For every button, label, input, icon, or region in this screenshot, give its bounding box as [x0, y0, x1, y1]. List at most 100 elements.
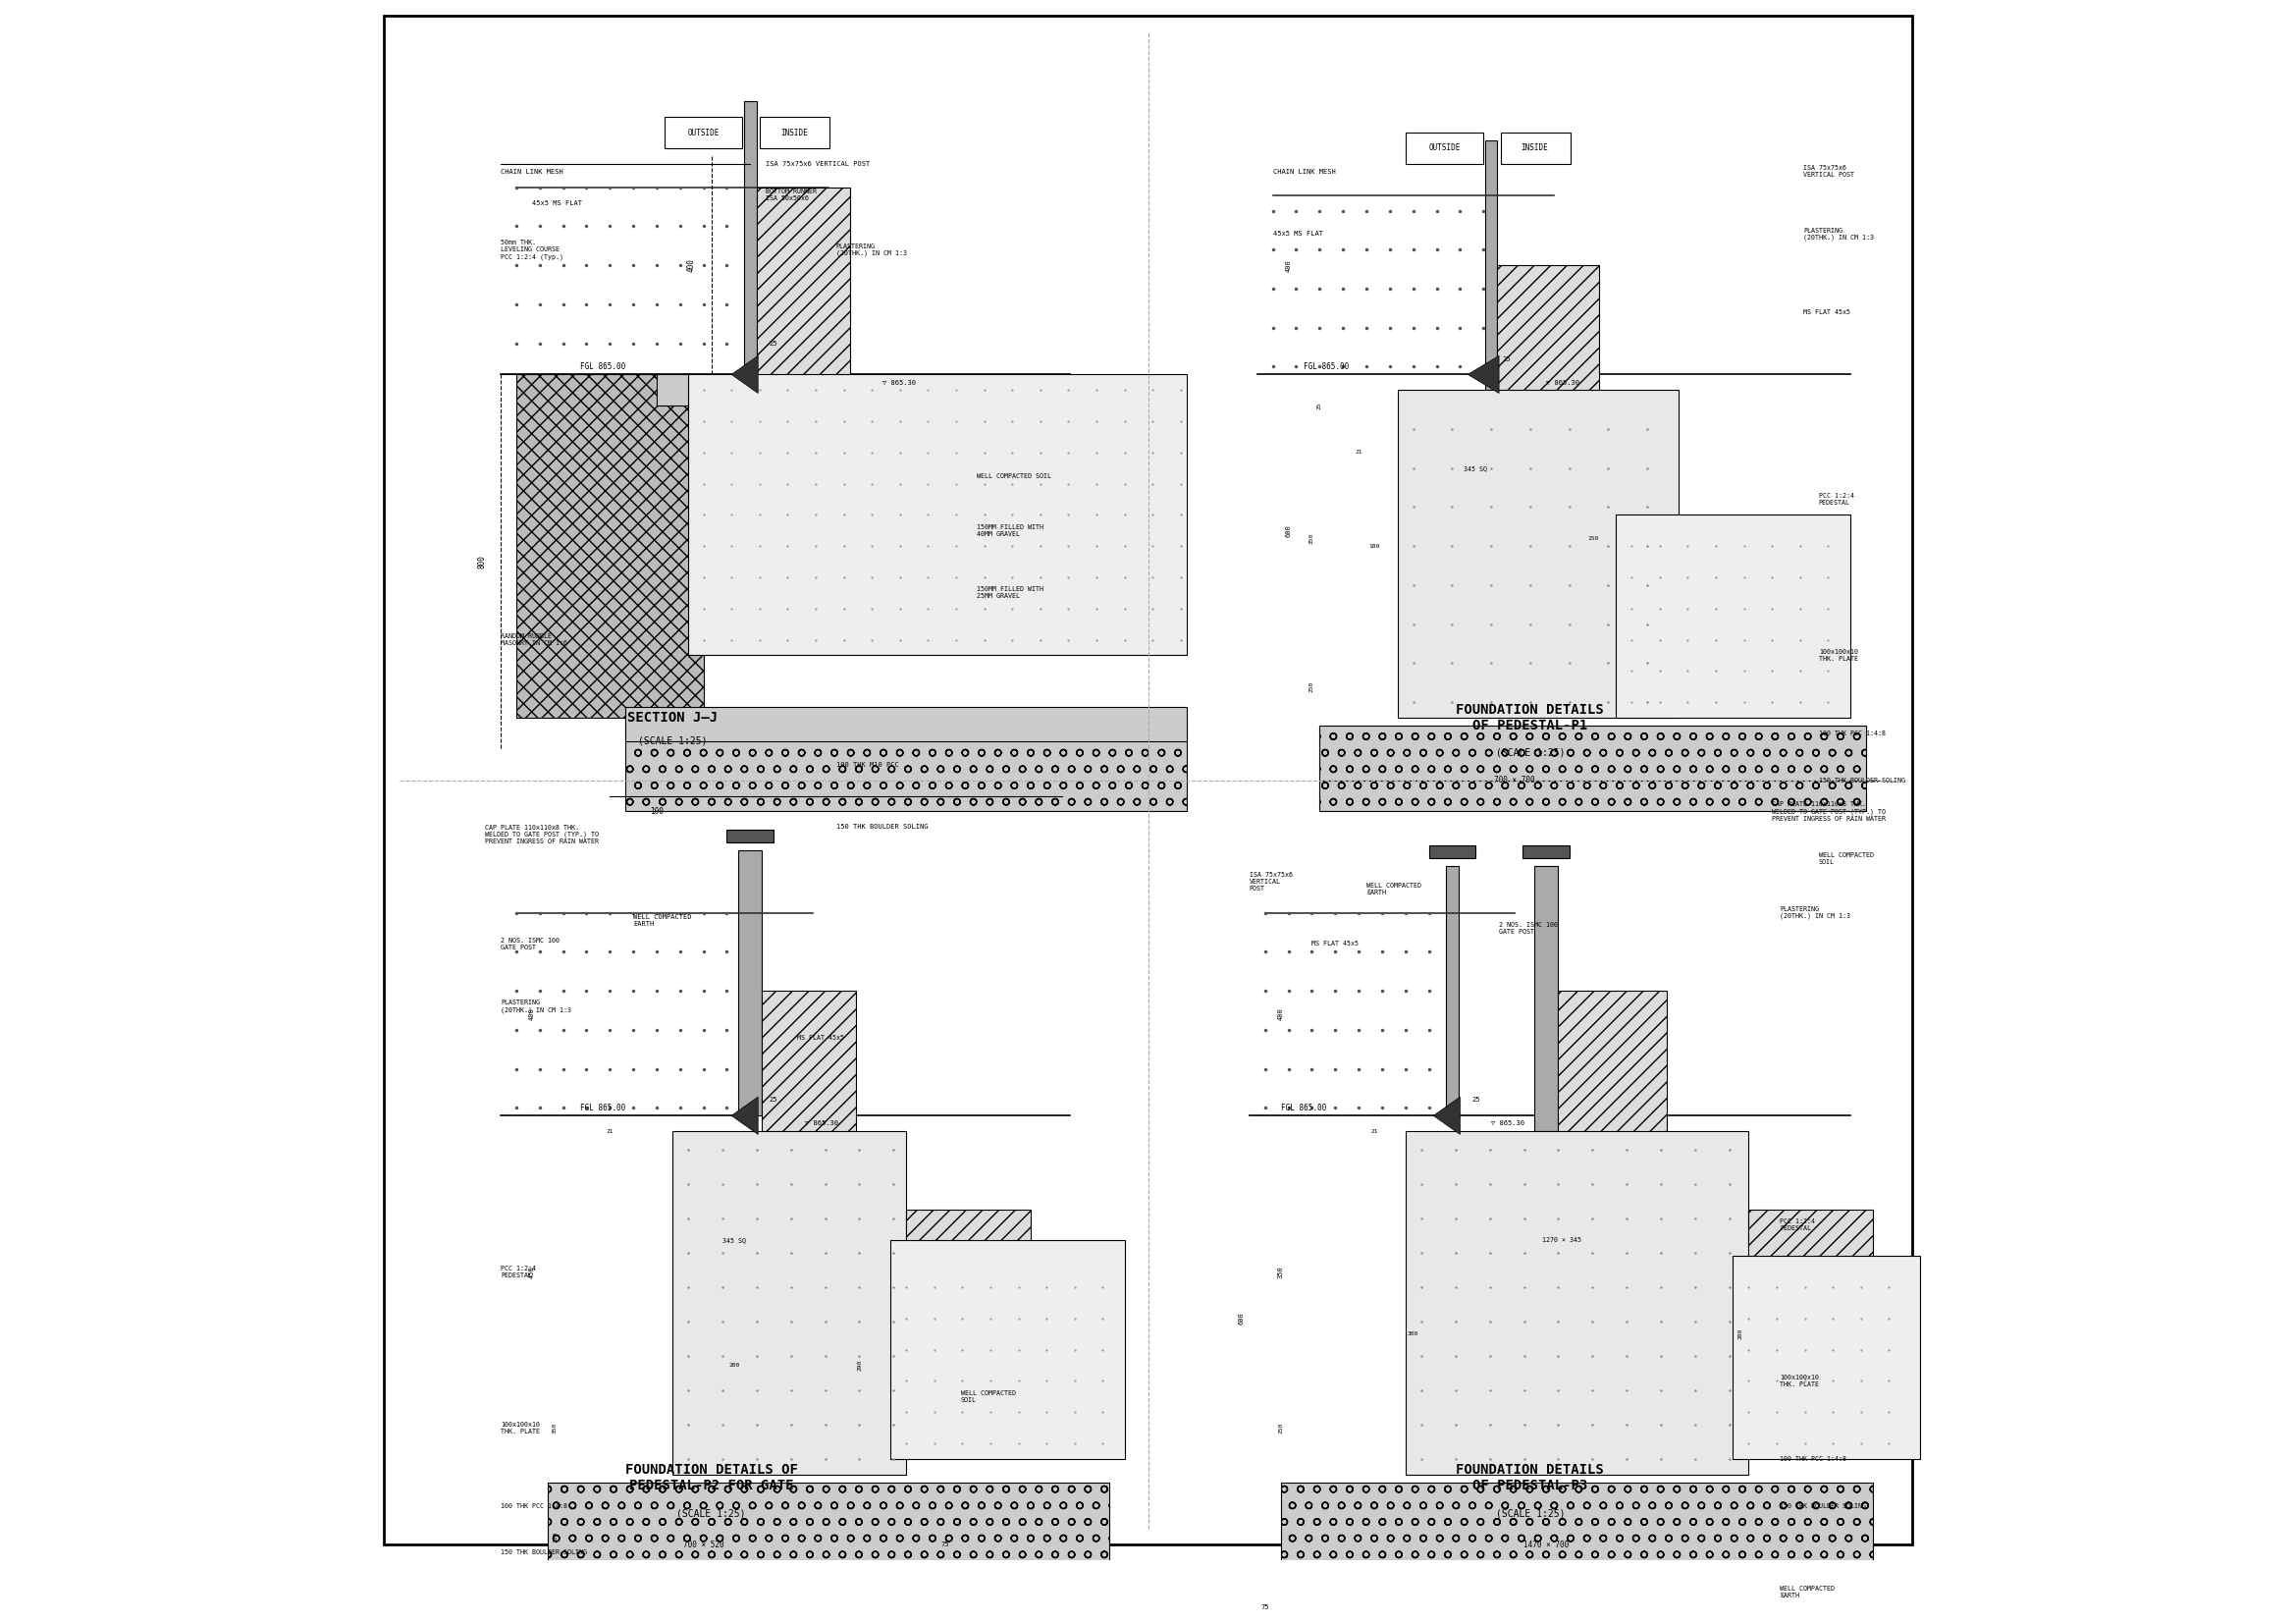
- Text: PLASTERING
(20THK.) IN CM 1:3: PLASTERING (20THK.) IN CM 1:3: [1779, 906, 1851, 920]
- Text: 150 THK BOULDER SOLING: 150 THK BOULDER SOLING: [1818, 777, 1906, 784]
- Text: FOUNDATION DETAILS OF
PEDESTAL-P2 FOR GATE: FOUNDATION DETAILS OF PEDESTAL-P2 FOR GA…: [625, 1462, 797, 1493]
- Text: ▽ 865.30: ▽ 865.30: [1490, 1120, 1525, 1126]
- Bar: [673, 1131, 907, 1475]
- Text: 600: 600: [1238, 1313, 1244, 1324]
- Text: 300: 300: [1407, 1331, 1419, 1337]
- Text: 150 THK BOULDER SOLING: 150 THK BOULDER SOLING: [501, 1550, 588, 1555]
- Text: 25: 25: [1472, 1097, 1481, 1104]
- Text: 75: 75: [941, 1542, 948, 1548]
- Text: 700 × 700: 700 × 700: [1495, 776, 1536, 784]
- Text: WELL COMPACTED
SOIL: WELL COMPACTED SOIL: [960, 1391, 1015, 1402]
- Text: SECTION J–J: SECTION J–J: [627, 711, 716, 724]
- Text: CAP PLATE 110x110x8 THK.
WELDED TO GATE POST (TYP.) TO
PREVENT INGRESS OF RAIN W: CAP PLATE 110x110x8 THK. WELDED TO GATE …: [484, 824, 599, 846]
- Text: ▽ 865.30: ▽ 865.30: [806, 1120, 838, 1126]
- Text: ISA 75x75x6 VERTICAL POST: ISA 75x75x6 VERTICAL POST: [767, 161, 870, 167]
- Text: 100 THK PCC 1:4:8: 100 THK PCC 1:4:8: [1818, 730, 1885, 737]
- Bar: [1320, 725, 1867, 812]
- Bar: [744, 101, 755, 375]
- Bar: [1446, 867, 1458, 1115]
- Bar: [1398, 390, 1678, 717]
- Text: PCC 1:2:4
PEDESTAL: PCC 1:2:4 PEDESTAL: [1779, 1219, 1816, 1232]
- Text: CAP PLATE 110x110x8 THK.
WELDED TO GATE POST (TYP.) TO
PREVENT INGRESS OF RAIN W: CAP PLATE 110x110x8 THK. WELDED TO GATE …: [1773, 802, 1885, 821]
- Text: PLASTERING
(20THK.) IN CM 1:3: PLASTERING (20THK.) IN CM 1:3: [836, 243, 907, 256]
- Text: 25: 25: [769, 341, 778, 346]
- Bar: [1428, 846, 1476, 859]
- Bar: [1616, 514, 1851, 717]
- Text: 100x100x10
THK. PLATE: 100x100x10 THK. PLATE: [1818, 649, 1857, 662]
- Text: MS FLAT 45x5: MS FLAT 45x5: [1802, 308, 1851, 315]
- Text: 21: 21: [606, 1130, 613, 1134]
- Text: 150MM FILLED WITH
25MM GRAVEL: 150MM FILLED WITH 25MM GRAVEL: [976, 586, 1042, 599]
- Bar: [657, 375, 696, 406]
- Bar: [1486, 141, 1497, 390]
- Text: OUTSIDE: OUTSIDE: [687, 128, 719, 136]
- Text: FGL 865.00: FGL 865.00: [1281, 1104, 1327, 1112]
- Text: 250: 250: [1309, 682, 1313, 691]
- Text: 250: 250: [1279, 1422, 1283, 1433]
- Text: 800: 800: [478, 555, 487, 568]
- Bar: [1557, 992, 1667, 1147]
- Text: INSIDE: INSIDE: [781, 128, 808, 136]
- Text: FOUNDATION DETAILS
OF PEDESTAL-P3: FOUNDATION DETAILS OF PEDESTAL-P3: [1456, 1462, 1605, 1493]
- Text: ▽ 865.30: ▽ 865.30: [882, 380, 916, 385]
- Text: BOTTOM RUNNER
ISA 50x50x6: BOTTOM RUNNER ISA 50x50x6: [767, 188, 817, 201]
- Text: 400: 400: [528, 1008, 535, 1021]
- Bar: [891, 1240, 1125, 1459]
- Text: (SCALE 1:25): (SCALE 1:25): [677, 1509, 746, 1519]
- Text: 2 NOS. ISMC 100
GATE POST: 2 NOS. ISMC 100 GATE POST: [1499, 922, 1559, 935]
- Bar: [1534, 867, 1557, 1131]
- Text: (SCALE 1:25): (SCALE 1:25): [638, 737, 707, 747]
- Text: 600: 600: [1286, 524, 1290, 537]
- Text: 150: 150: [1587, 536, 1598, 540]
- Text: 2 NOS. ISMC 100
GATE POST: 2 NOS. ISMC 100 GATE POST: [501, 938, 560, 951]
- Polygon shape: [1433, 1097, 1460, 1134]
- Bar: [625, 708, 1187, 742]
- Text: WELL COMPACTED
EARTH: WELL COMPACTED EARTH: [1366, 883, 1421, 896]
- Bar: [760, 117, 829, 148]
- Text: 75: 75: [1261, 1604, 1270, 1610]
- Text: 25: 25: [1502, 355, 1511, 362]
- Text: 450: 450: [528, 1266, 535, 1277]
- Text: 290: 290: [856, 1360, 861, 1371]
- Text: 100 THK M10 PCC: 100 THK M10 PCC: [836, 761, 898, 768]
- Bar: [907, 1209, 1031, 1396]
- Text: 345 SQ: 345 SQ: [1465, 466, 1488, 471]
- Text: 45x5 MS FLAT: 45x5 MS FLAT: [1272, 230, 1322, 237]
- Bar: [689, 375, 1187, 656]
- Text: 150 THK BOULDER SOLING: 150 THK BOULDER SOLING: [1779, 1503, 1867, 1509]
- Text: 21: 21: [1371, 1130, 1378, 1134]
- Text: 700 × 520: 700 × 520: [682, 1540, 723, 1550]
- Text: 100x100x10
THK. PLATE: 100x100x10 THK. PLATE: [1779, 1375, 1818, 1388]
- Text: WELL COMPACTED SOIL: WELL COMPACTED SOIL: [976, 472, 1052, 479]
- Bar: [1522, 846, 1568, 859]
- Bar: [1502, 133, 1570, 164]
- Bar: [1497, 265, 1598, 422]
- Text: 189: 189: [1368, 544, 1380, 549]
- Text: 50mm THK.
LEVELING COURSE
PCC 1:2:4 (Typ.): 50mm THK. LEVELING COURSE PCC 1:2:4 (Typ…: [501, 240, 563, 260]
- Text: PCC 1:2:4
PEDESTAL: PCC 1:2:4 PEDESTAL: [1818, 493, 1855, 506]
- Text: CHAIN LINK MESH: CHAIN LINK MESH: [501, 169, 563, 175]
- Text: 150MM FILLED WITH
40MM GRAVEL: 150MM FILLED WITH 40MM GRAVEL: [976, 524, 1042, 537]
- Text: MS FLAT 45x5: MS FLAT 45x5: [1311, 941, 1359, 946]
- Text: 350: 350: [1309, 532, 1313, 544]
- Text: INSIDE: INSIDE: [1522, 144, 1548, 153]
- Text: CHAIN LINK MESH: CHAIN LINK MESH: [1272, 169, 1336, 175]
- Text: FGL 865.00: FGL 865.00: [581, 362, 625, 372]
- Bar: [1733, 1256, 1919, 1459]
- Text: ISA 75x75x6
VERTICAL
POST: ISA 75x75x6 VERTICAL POST: [1249, 872, 1293, 891]
- Text: 400: 400: [1286, 260, 1290, 271]
- Bar: [762, 992, 856, 1147]
- Text: WELL COMPACTED
SOIL: WELL COMPACTED SOIL: [1818, 852, 1874, 865]
- Text: 100 THK PCC 1:4:8: 100 THK PCC 1:4:8: [501, 1503, 567, 1509]
- Text: 400: 400: [1277, 1008, 1283, 1021]
- Text: PLASTERING
(20THK.) IN CM 1:3: PLASTERING (20THK.) IN CM 1:3: [501, 1000, 572, 1013]
- Text: (SCALE 1:25): (SCALE 1:25): [1495, 1509, 1566, 1519]
- Text: 350: 350: [1277, 1266, 1283, 1277]
- Text: FGL 865.00: FGL 865.00: [1304, 362, 1350, 372]
- Text: 1470 × 700: 1470 × 700: [1522, 1540, 1568, 1550]
- Text: OUTSIDE: OUTSIDE: [1428, 144, 1460, 153]
- Text: (SCALE 1:25): (SCALE 1:25): [1495, 747, 1566, 756]
- Text: RANDOM RUBBLE
MASONRY IN CM 1:6: RANDOM RUBBLE MASONRY IN CM 1:6: [501, 633, 567, 646]
- Bar: [739, 850, 762, 1115]
- Text: 100 THK PCC 1:4:8: 100 THK PCC 1:4:8: [1779, 1456, 1846, 1462]
